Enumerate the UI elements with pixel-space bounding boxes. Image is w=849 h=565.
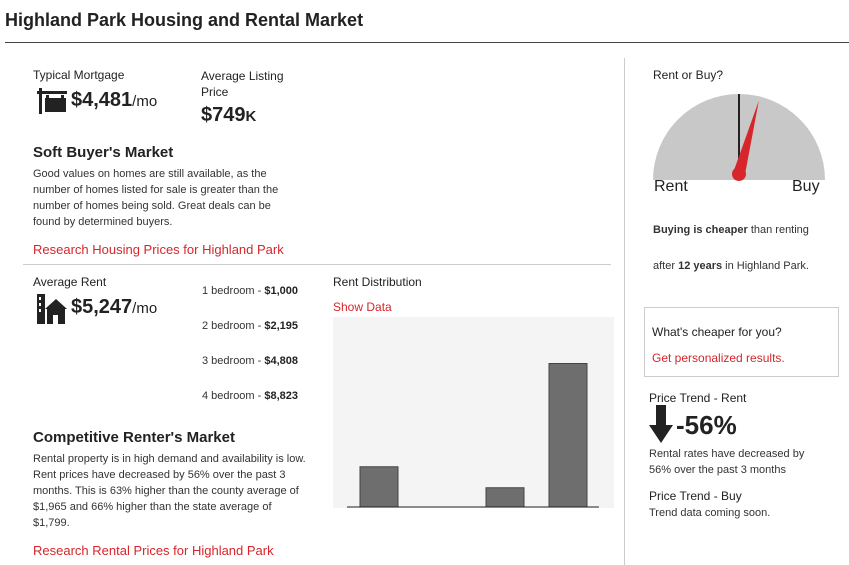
apartment-icon (37, 294, 67, 324)
rent-bar (548, 363, 588, 508)
mortgage-amount: $4,481 (71, 89, 133, 111)
trend-rent-label: Price Trend - Rent (649, 391, 747, 405)
section-divider (23, 264, 611, 265)
bedroom-label: 3 bedroom - (202, 355, 265, 367)
trend-rent-desc: Rental rates have decreased by 56% over … (649, 448, 805, 476)
rent-or-buy-label: Rent or Buy? (653, 68, 724, 82)
bedroom-label: 4 bedroom - (202, 390, 265, 402)
rent-bar (485, 487, 525, 508)
research-housing-link[interactable]: Research Housing Prices for Highland Par… (33, 242, 284, 257)
rent-distribution-chart (347, 363, 599, 508)
after-years: 12 years (678, 260, 723, 272)
buyer-market-desc: Good values on homes are still available… (33, 168, 279, 228)
gauge-rent-label: Rent (654, 178, 688, 195)
cheaper-statement: Buying is cheaper than renting (653, 222, 809, 238)
listing-label: Average Listing Price (201, 69, 284, 99)
bedroom-price: $1,000 (264, 285, 299, 297)
trend-buy-desc: Trend data coming soon. (649, 507, 771, 519)
bedroom-2-row: 2 bedroom - $2,195 (202, 320, 298, 332)
listing-unit: K (245, 108, 257, 125)
sidebar-divider (624, 58, 625, 565)
bedroom-3-row: 3 bedroom - $4,808 (202, 355, 298, 367)
avg-rent-label: Average Rent (33, 275, 107, 289)
bedroom-1-row: 1 bedroom - $1,000 (202, 285, 298, 297)
cheaper-for-you-title: What's cheaper for you? (652, 325, 782, 339)
avg-rent-value: $5,247/mo (71, 296, 157, 319)
cheaper-rest: than renting (747, 224, 809, 236)
after-pre: after (653, 260, 679, 272)
renter-market-desc: Rental property is in high demand and av… (33, 453, 306, 529)
bedroom-price: $4,808 (264, 355, 299, 367)
house-sign-icon (37, 88, 67, 114)
research-rental-link[interactable]: Research Rental Prices for Highland Park (33, 543, 274, 558)
personalized-box (644, 307, 839, 377)
show-data-link[interactable]: Show Data (333, 300, 392, 314)
title-divider (5, 42, 849, 43)
personalized-results-link[interactable]: Get personalized results. (652, 351, 785, 365)
listing-amount: $749 (201, 104, 246, 126)
buyer-market-title: Soft Buyer's Market (33, 144, 174, 161)
avg-rent-unit: /mo (132, 300, 158, 317)
rent-buy-gauge (653, 94, 825, 181)
trend-rent-value: -56% (676, 410, 737, 440)
cheaper-bold: Buying is cheaper (653, 224, 748, 236)
page-title: Highland Park Housing and Rental Market (5, 10, 364, 30)
trend-buy-label: Price Trend - Buy (649, 489, 742, 503)
rent-bar (359, 466, 399, 508)
after-years-statement: after 12 years in Highland Park. (653, 258, 809, 274)
bedroom-price: $2,195 (264, 320, 299, 332)
after-post: in Highland Park. (722, 260, 809, 272)
listing-value: $749K (201, 104, 256, 127)
gauge-buy-label: Buy (792, 178, 820, 195)
renter-market-title: Competitive Renter's Market (33, 429, 235, 446)
mortgage-label: Typical Mortgage (33, 68, 125, 82)
bedroom-label: 2 bedroom - (202, 320, 265, 332)
mortgage-value: $4,481/mo (71, 89, 157, 112)
bedroom-label: 1 bedroom - (202, 285, 265, 297)
mortgage-unit: /mo (132, 93, 158, 110)
avg-rent-amount: $5,247 (71, 296, 133, 318)
down-arrow-icon (649, 405, 673, 443)
rent-distribution-label: Rent Distribution (333, 275, 422, 289)
bedroom-price: $8,823 (264, 390, 299, 402)
bedroom-4-row: 4 bedroom - $8,823 (202, 390, 298, 402)
gauge-needle (732, 100, 759, 181)
